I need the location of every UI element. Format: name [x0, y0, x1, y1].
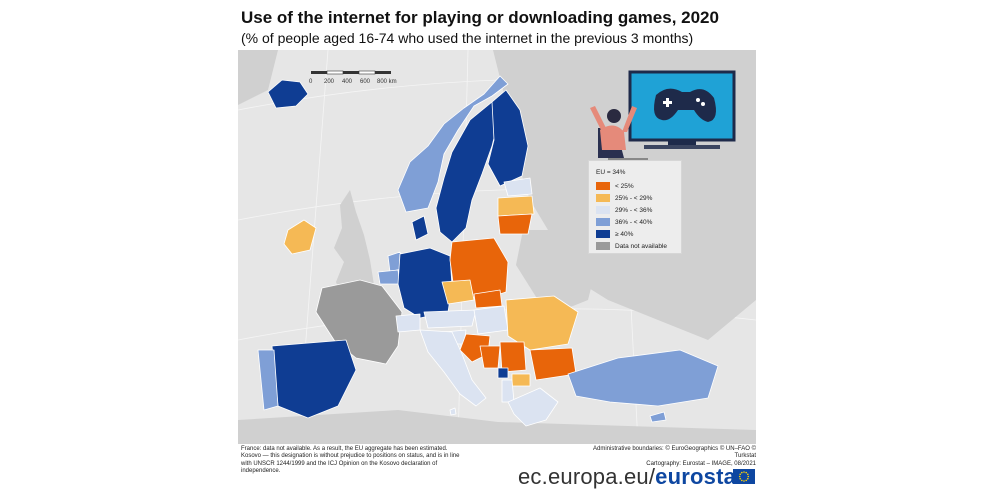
legend-label: 36% - < 40%	[615, 218, 653, 226]
credits-cartography: Cartography: Eurostat – IMAGE, 08/2021	[646, 460, 756, 467]
country-switzerland	[395, 313, 421, 333]
legend-item: ≥ 40%	[596, 229, 633, 239]
legend-label: 25% - < 29%	[615, 194, 653, 202]
legend-item: 29% - < 36%	[596, 205, 652, 215]
url-domain: ec.europa.eu/	[518, 464, 656, 489]
legend-swatch	[596, 194, 610, 202]
gamer-illustration	[590, 70, 736, 161]
belarus-ukraine-land	[516, 230, 598, 312]
map-subtitle: (% of people aged 16-74 who used the int…	[241, 30, 694, 46]
person-head	[607, 109, 621, 123]
eu-flag-icon	[733, 469, 755, 484]
europe-map	[238, 50, 756, 444]
country-turkey	[567, 349, 719, 407]
country-ireland	[283, 219, 317, 255]
country-france	[315, 279, 403, 365]
country-austria	[423, 309, 477, 329]
greenland-edge	[238, 50, 278, 105]
country-italy	[419, 329, 487, 407]
legend-label: 29% - < 36%	[615, 206, 653, 214]
country-malta	[449, 407, 457, 416]
scale-tick-800: 800 km	[377, 79, 397, 85]
gamepad-icon	[654, 88, 716, 122]
country-bosnia-and-herzegovina	[479, 345, 501, 369]
eu-stars-icon	[738, 471, 750, 482]
country-serbia	[499, 341, 527, 373]
legend-eu-value: EU = 34%	[596, 169, 626, 176]
country-hungary	[473, 305, 509, 335]
footnote: France: data not available. As a result,…	[241, 446, 460, 474]
scale-tick-0: 0	[309, 79, 313, 85]
country-latvia	[497, 195, 535, 217]
country-montenegro	[497, 367, 509, 379]
country-cyprus	[649, 411, 667, 423]
country-czechia	[441, 279, 475, 305]
country-norway	[397, 75, 509, 213]
credits: Administrative boundaries: © EuroGeograp…	[580, 446, 756, 468]
country-belgium	[377, 269, 401, 285]
legend-label: ≥ 40%	[615, 230, 634, 238]
person-arm-left	[590, 106, 606, 132]
country-albania	[501, 379, 515, 403]
url-brand: eurostat	[655, 464, 744, 489]
monitor-stand	[668, 140, 696, 145]
credits-boundaries: Administrative boundaries: © EuroGeograp…	[593, 446, 756, 460]
scale-tick-600: 600	[360, 79, 371, 85]
eurostat-url[interactable]: ec.europa.eu/eurostat	[518, 464, 744, 490]
legend: EU = 34% < 25% 25% - < 29% 29% - < 36% 3…	[588, 160, 682, 254]
country-north-macedonia	[511, 373, 531, 387]
gamepad-buttons	[663, 98, 705, 107]
country-estonia	[503, 177, 533, 197]
country-spain	[271, 339, 357, 419]
legend-swatch	[596, 218, 610, 226]
legend-swatch	[596, 230, 610, 238]
person-arm-right	[622, 106, 637, 132]
country-romania	[505, 295, 579, 351]
scale-bar-graphic	[311, 70, 391, 75]
legend-item: < 25%	[596, 181, 634, 191]
country-portugal	[257, 349, 279, 411]
country-finland	[487, 89, 529, 187]
monitor-base	[644, 145, 720, 149]
scale-tick-200: 200	[324, 79, 335, 85]
uk-land	[334, 190, 374, 298]
map-title: Use of the internet for playing or downl…	[241, 8, 719, 27]
legend-swatch	[596, 182, 610, 190]
country-iceland	[267, 79, 309, 109]
legend-label: Data not available	[615, 242, 668, 250]
legend-item: 25% - < 29%	[596, 193, 652, 203]
legend-swatch	[596, 206, 610, 214]
country-greece	[507, 387, 559, 427]
country-denmark	[411, 215, 429, 241]
scale-bar: 0 200 400 600 800 km	[309, 70, 409, 94]
legend-label: < 25%	[615, 182, 634, 190]
north-africa-land	[238, 410, 756, 444]
country-lithuania	[497, 213, 533, 235]
person-torso	[600, 125, 626, 150]
legend-item: Data not available	[596, 241, 667, 251]
legend-item: 36% - < 40%	[596, 217, 652, 227]
scale-tick-400: 400	[342, 79, 353, 85]
map-panel	[238, 50, 756, 444]
legend-swatch	[596, 242, 610, 250]
